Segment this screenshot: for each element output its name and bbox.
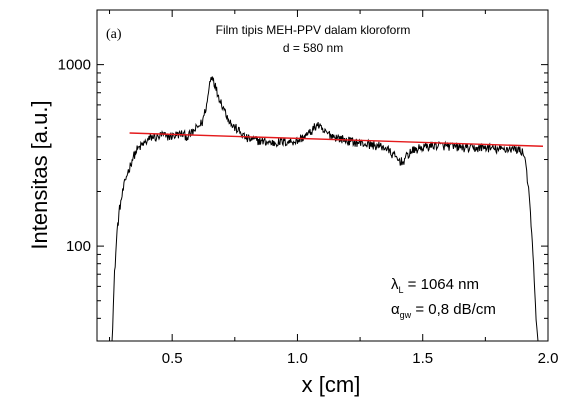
chart-title-line1: Film tipis MEH-PPV dalam kloroform [216,23,411,37]
wavelength-annotation: λL = 1064 nm [391,276,479,295]
y-axis-label: Intensitas [a.u.] [27,100,52,249]
attenuation-annotation: αgw = 0,8 dB/cm [391,301,496,320]
panel-label: (a) [106,27,122,42]
chart-title-line2: d = 580 nm [283,41,343,55]
tick-marks [97,10,549,341]
tick-labels: 0.5 1.0 1.5 2.0 100 1000 [58,57,559,367]
intensity-trace [111,76,539,342]
plot-frame [96,9,549,342]
x-tick-label: 2.0 [538,350,559,367]
y-tick-label: 1000 [58,57,91,74]
x-tick-label: 0.5 [162,350,183,367]
x-tick-label: 1.0 [287,350,308,367]
series-layer [111,76,544,342]
y-tick-label: 100 [66,238,91,255]
fit-line [129,132,544,147]
x-axis-label: x [cm] [302,372,361,397]
x-tick-label: 1.5 [412,350,433,367]
